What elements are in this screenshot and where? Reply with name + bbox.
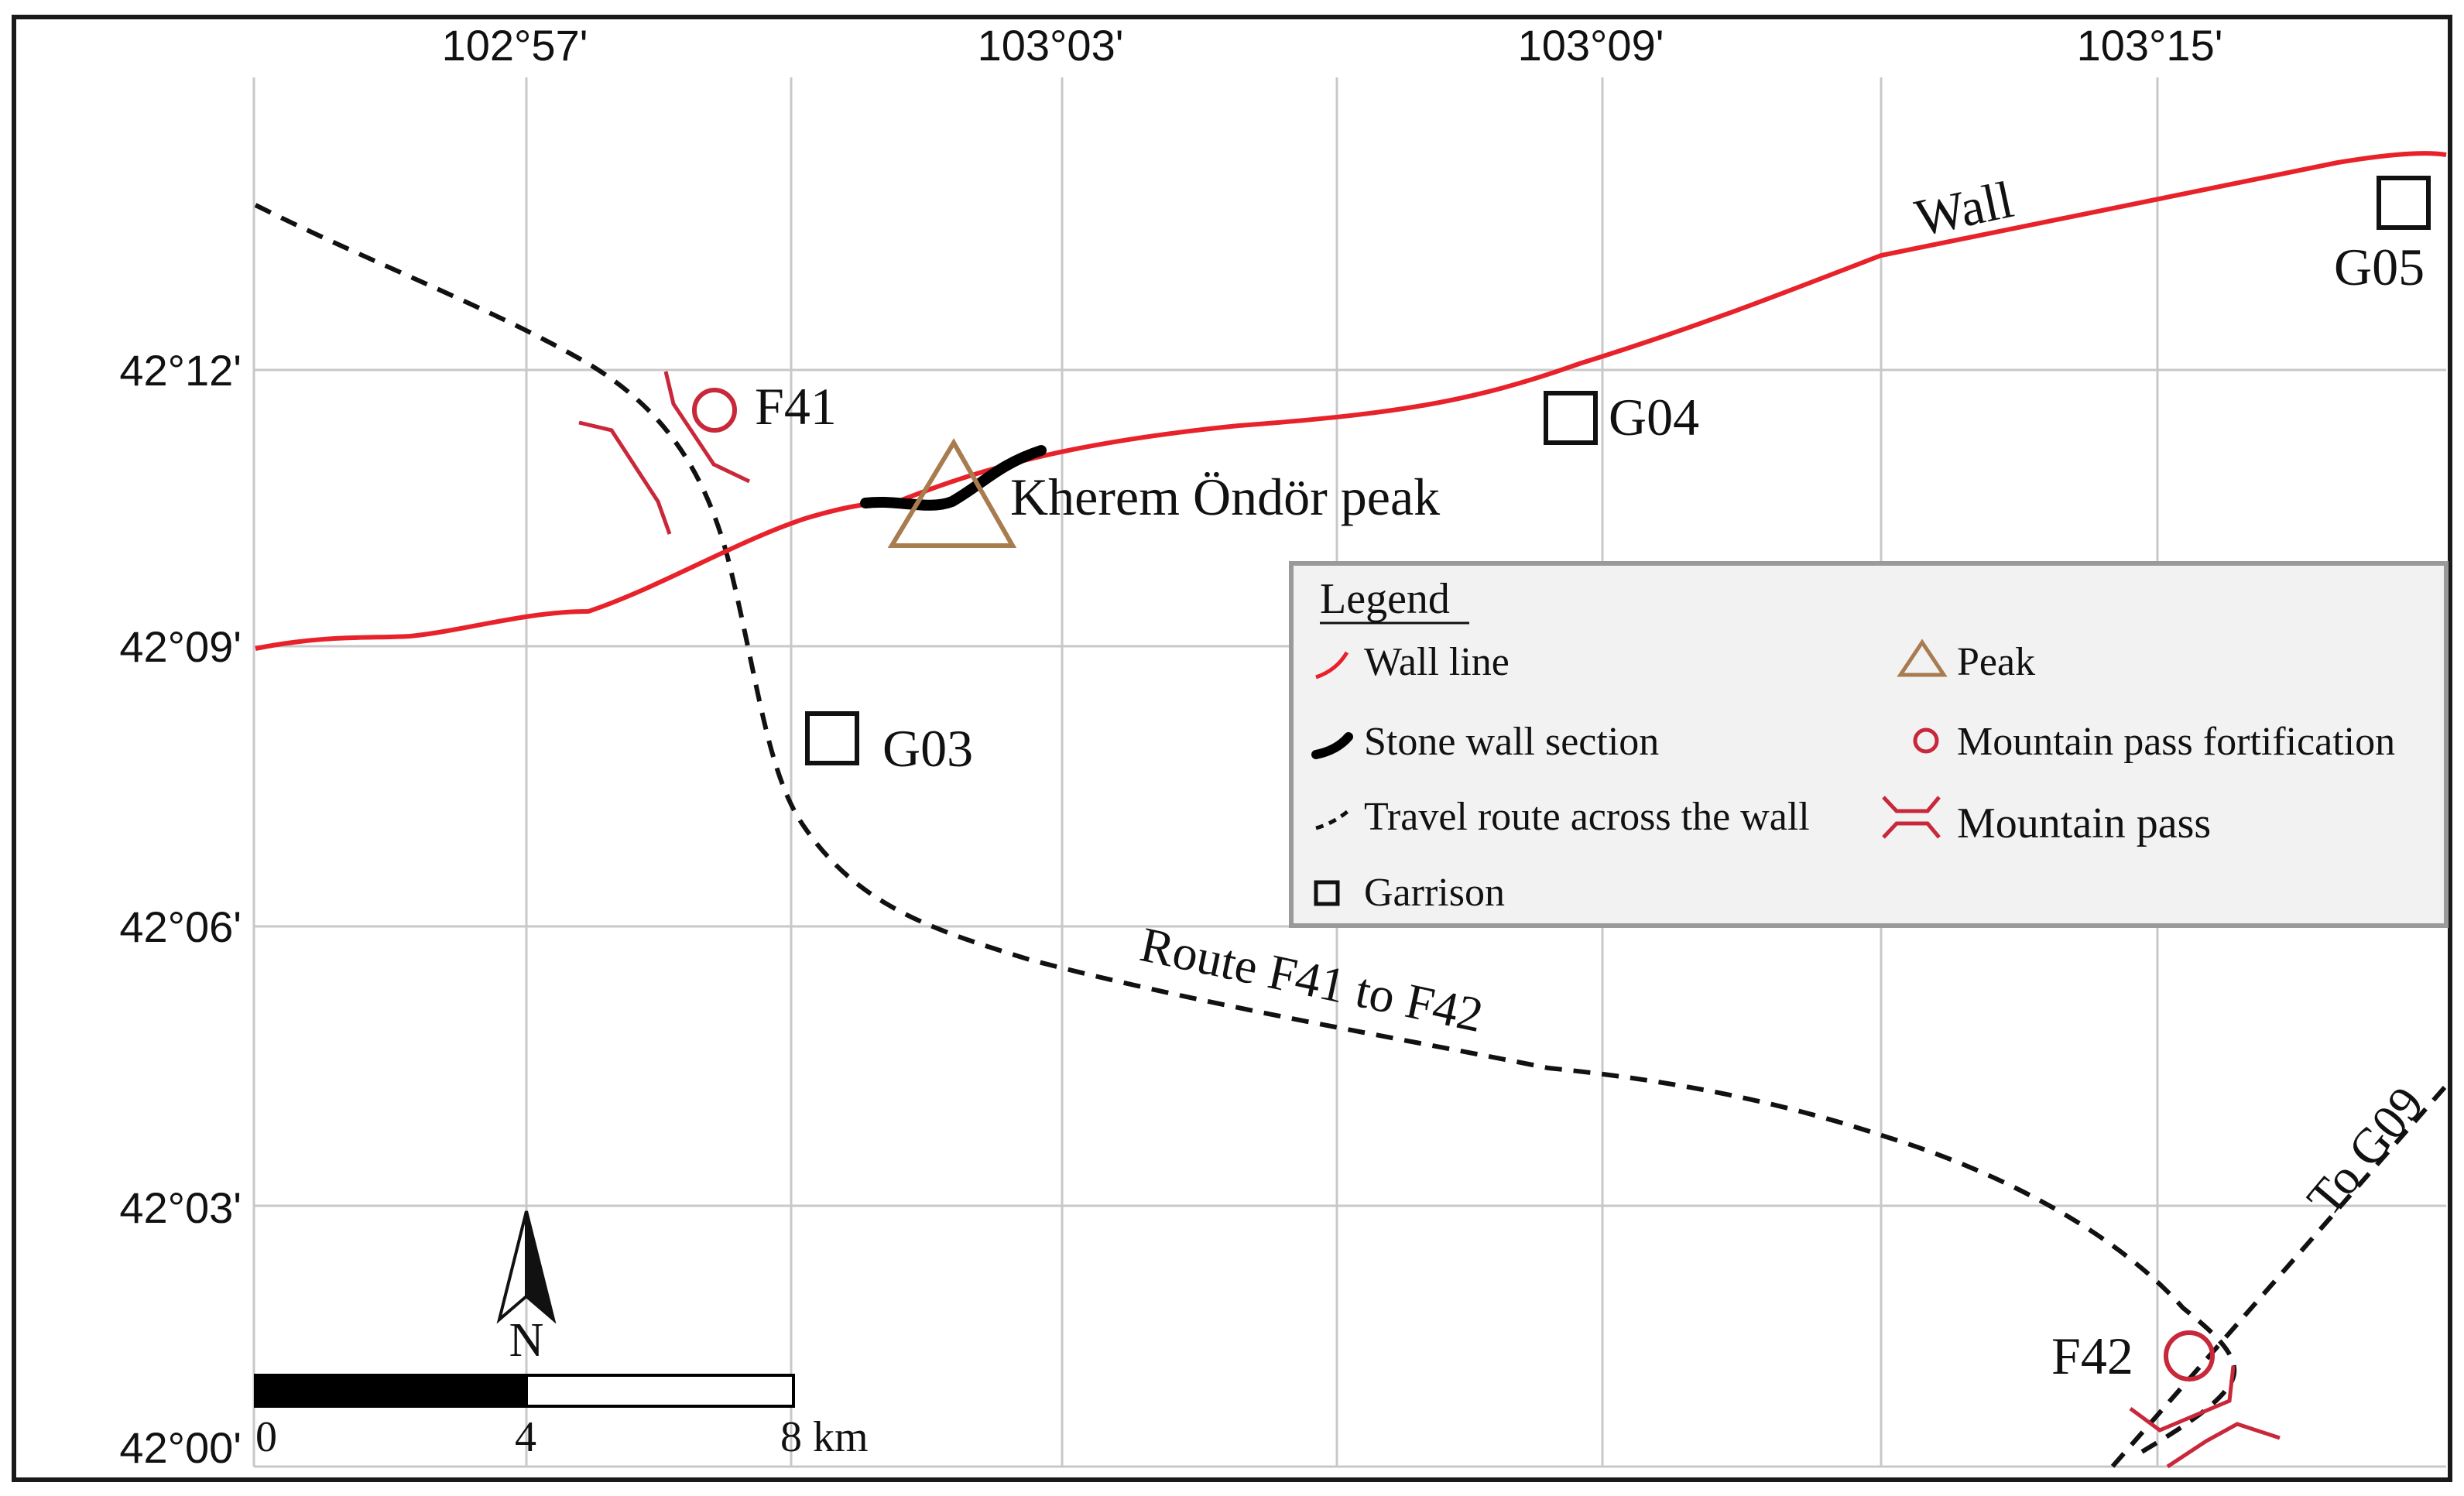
garrison-label-g04: G04: [1609, 388, 1699, 447]
latitude-label: 42°03': [119, 1183, 242, 1232]
garrison-icon: [1314, 880, 1340, 906]
wall-line: [255, 151, 2447, 651]
fortification-icon: [1913, 727, 1939, 754]
scale-label: 8 km: [780, 1413, 869, 1461]
legend-item-label: Mountain pass fortification: [1957, 720, 2395, 764]
scale-bar: 0 4 8 km: [254, 1374, 869, 1461]
longitude-label: 102°57': [442, 21, 588, 70]
legend-item-label: Garrison: [1364, 871, 1505, 915]
fortification-icon: [2164, 1330, 2215, 1381]
stone-wall-icon: [1311, 732, 1353, 759]
mountain-pass-icon: [1882, 796, 1941, 839]
latitude-label: 42°12': [119, 346, 242, 395]
longitude-label: 103°09': [1518, 21, 1664, 70]
legend-item-label: Stone wall section: [1364, 720, 1659, 764]
legend-item-label: Travel route across the wall: [1364, 795, 1810, 839]
peak-label: Kherem Öndör peak: [1010, 467, 1440, 526]
legend: Legend Wall line Peak Stone wall section…: [1289, 561, 2449, 928]
garrison-label-g03: G03: [882, 719, 973, 778]
longitude-label: 103°15': [2077, 21, 2223, 70]
legend-item-label: Wall line: [1364, 640, 1510, 684]
route-f41-to-f42: [254, 203, 2237, 1457]
legend-item-label: Mountain pass: [1957, 799, 2211, 847]
fortification-icon: [692, 388, 737, 433]
latitude-label: 42°06': [119, 902, 242, 951]
legend-box: [1289, 561, 2449, 928]
garrison-icon: [805, 711, 859, 765]
scale-bar-segment: [525, 1374, 795, 1408]
stone-wall-section: [860, 445, 1047, 511]
north-arrow: N: [496, 1210, 557, 1367]
legend-title: Legend: [1320, 575, 1450, 623]
north-arrow-icon: [525, 1210, 557, 1324]
peak-icon: [887, 438, 1017, 548]
peak-icon: [1897, 638, 1948, 677]
latitude-label: 42°09': [119, 622, 242, 671]
latitude-label: 42°00': [119, 1423, 242, 1472]
scale-label: 0: [255, 1413, 277, 1461]
scale-bar-segment: [254, 1374, 528, 1408]
fortification-label-f42: F42: [2051, 1327, 2133, 1385]
wall-line-icon: [1315, 651, 1349, 680]
fortification-label-f41: F41: [755, 377, 837, 436]
scale-label: 4: [515, 1413, 536, 1461]
garrison-label-g05: G05: [2334, 238, 2425, 296]
mountain-pass-icon: [578, 371, 751, 535]
garrison-icon: [1544, 391, 1598, 445]
north-label: N: [509, 1314, 544, 1367]
garrison-icon: [2377, 176, 2431, 230]
mountain-pass-icon: [2129, 1365, 2281, 1469]
travel-route-icon: [1315, 807, 1352, 830]
longitude-label: 103°03': [978, 21, 1124, 70]
legend-item-label: Peak: [1957, 640, 2035, 684]
